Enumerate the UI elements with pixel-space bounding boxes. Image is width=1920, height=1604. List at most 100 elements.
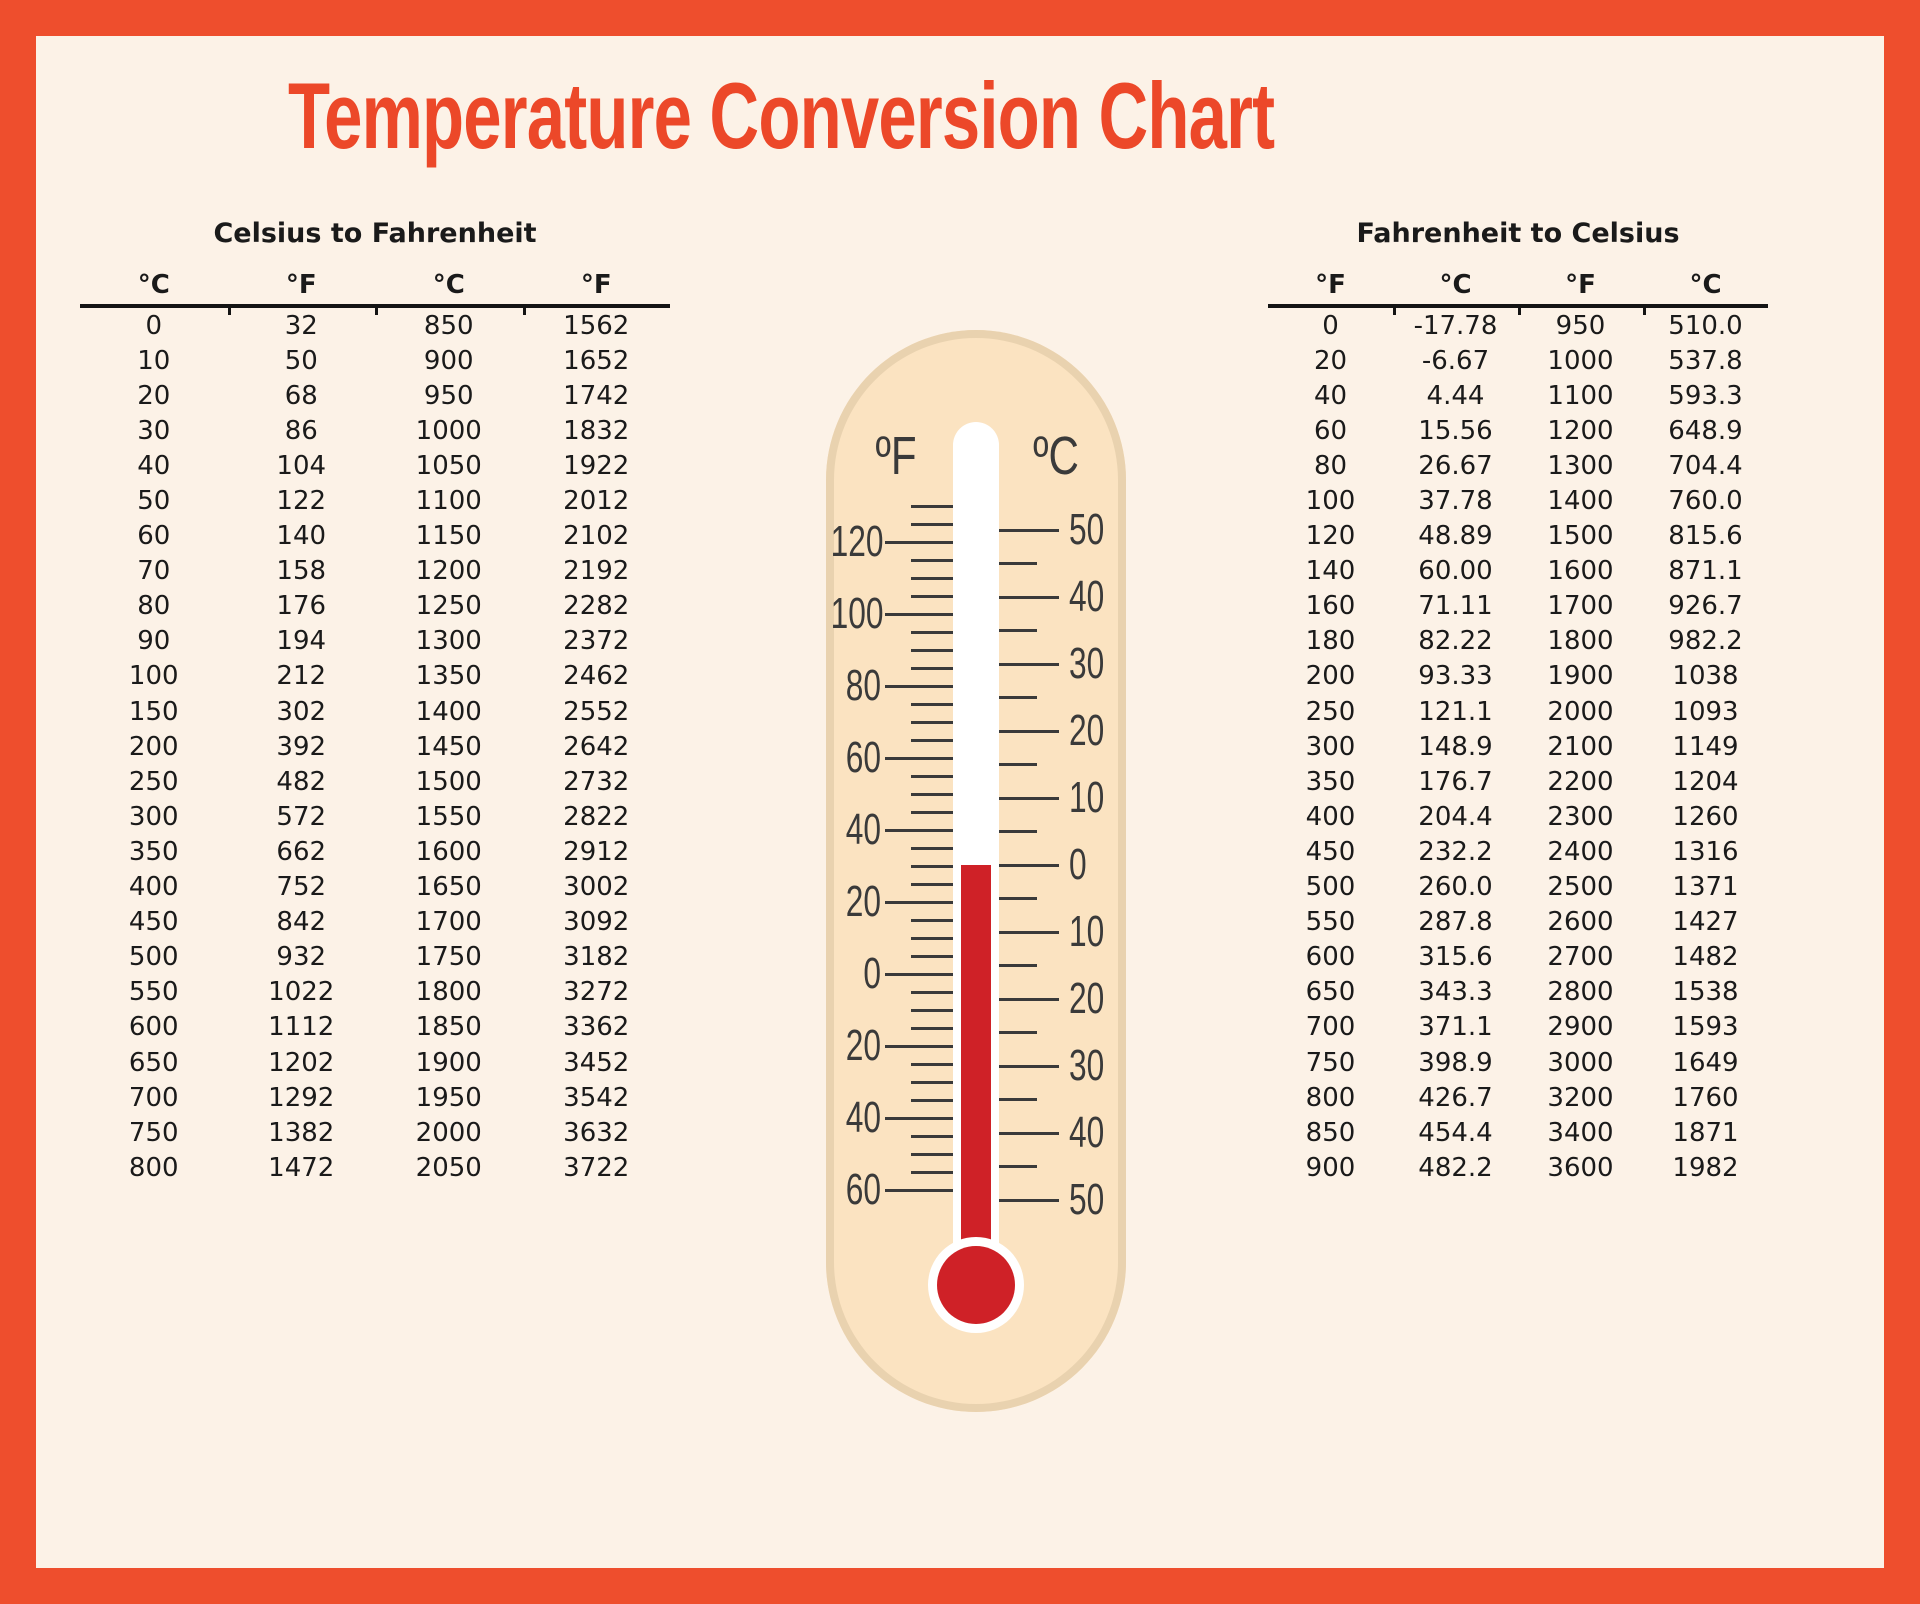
table-cell: 1871 xyxy=(1672,1117,1739,1148)
table-cell: 482 xyxy=(276,766,327,797)
table-cell: 850 xyxy=(1305,1117,1356,1148)
table-row: 350 662 1600 2912 xyxy=(80,834,670,869)
table-cell: 350 xyxy=(1305,766,1356,797)
table-cell: 3542 xyxy=(563,1082,630,1113)
table-cell: 1900 xyxy=(415,1047,482,1078)
table-row: 100 212 1350 2462 xyxy=(80,659,670,694)
right-table-title: Fahrenheit to Celsius xyxy=(1356,218,1680,249)
table-cell: 48.89 xyxy=(1418,521,1493,552)
table-cell: 1562 xyxy=(563,310,630,341)
table-row: 10 50 900 1652 xyxy=(80,343,670,378)
c-major-tick xyxy=(999,528,1059,532)
f-minor-tick xyxy=(911,720,953,724)
table-cell: 20 xyxy=(137,380,171,411)
f-major-tick xyxy=(885,1044,953,1048)
table-cell: 1900 xyxy=(1547,661,1614,692)
table-cell: 800 xyxy=(1305,1082,1356,1113)
table-cell: 2050 xyxy=(415,1152,482,1183)
table-cell: 1538 xyxy=(1672,977,1739,1008)
f-scale-label: 80 xyxy=(845,661,881,710)
thermometer-bulb xyxy=(937,1246,1015,1324)
table-cell: 140 xyxy=(1305,556,1356,587)
c-scale-label: 20 xyxy=(1069,974,1105,1023)
c-scale-label: 50 xyxy=(1069,1175,1105,1224)
table-row: 180 82.22 1800 982.2 xyxy=(1268,624,1768,659)
table-cell: 1800 xyxy=(415,977,482,1008)
c-major-tick xyxy=(999,1131,1059,1135)
table-cell: 37.78 xyxy=(1418,486,1493,517)
table-row: 70 158 1200 2192 xyxy=(80,554,670,589)
table-cell: 760.0 xyxy=(1668,486,1743,517)
f-minor-tick xyxy=(911,594,953,598)
table-cell: 3362 xyxy=(563,1012,630,1043)
f-major-tick xyxy=(885,540,953,544)
table-cell: 148.9 xyxy=(1418,731,1493,762)
table-cell: 3400 xyxy=(1547,1117,1614,1148)
table-cell: 950 xyxy=(1555,310,1606,341)
table-cell: 3092 xyxy=(563,907,630,938)
table-cell: 90 xyxy=(137,626,171,657)
f-minor-tick xyxy=(911,954,953,958)
right-table-header-f2: °F xyxy=(1565,270,1596,300)
c-major-tick xyxy=(999,595,1059,599)
f-minor-tick xyxy=(911,1098,953,1102)
table-cell: 2642 xyxy=(563,731,630,762)
table-cell: 1100 xyxy=(415,486,482,517)
f-major-tick xyxy=(885,828,953,832)
table-cell: 2000 xyxy=(1547,696,1614,727)
table-cell: 2372 xyxy=(563,626,630,657)
f-scale-label: 0 xyxy=(863,949,881,998)
table-row: 450 232.2 2400 1316 xyxy=(1268,834,1768,869)
f-scale-label: 20 xyxy=(845,1021,881,1070)
table-cell: 2912 xyxy=(563,836,630,867)
table-cell: 200 xyxy=(128,731,179,762)
table-cell: 2500 xyxy=(1547,872,1614,903)
table-cell: 2552 xyxy=(563,696,630,727)
table-cell: 232.2 xyxy=(1418,836,1493,867)
table-cell: 315.6 xyxy=(1418,942,1493,973)
table-cell: 60 xyxy=(1313,415,1348,446)
table-cell: 204.4 xyxy=(1418,801,1493,832)
f-scale-label: 60 xyxy=(845,733,881,782)
table-cell: 454.4 xyxy=(1418,1117,1493,1148)
table-cell: 3002 xyxy=(563,872,630,903)
table-cell: 0 xyxy=(145,310,163,341)
table-cell: 1832 xyxy=(563,415,630,446)
table-cell: 250 xyxy=(128,766,179,797)
table-cell: 1482 xyxy=(1672,942,1739,973)
table-row: 80 26.67 1300 704.4 xyxy=(1268,448,1768,483)
table-cell: 287.8 xyxy=(1418,907,1493,938)
table-cell: 1022 xyxy=(268,977,335,1008)
table-cell: 1600 xyxy=(1547,556,1614,587)
table-row: 800 1472 2050 3722 xyxy=(80,1150,670,1185)
c-major-tick xyxy=(999,863,1059,867)
table-cell: 1800 xyxy=(1547,626,1614,657)
table-cell: 2282 xyxy=(563,591,630,622)
f-minor-tick xyxy=(911,738,953,742)
f-major-tick xyxy=(885,900,953,904)
table-cell: 2732 xyxy=(563,766,630,797)
table-row: 100 37.78 1400 760.0 xyxy=(1268,483,1768,518)
table-cell: 150 xyxy=(128,696,179,727)
table-cell: 250 xyxy=(1305,696,1356,727)
table-row: 40 104 1050 1922 xyxy=(80,448,670,483)
f-minor-tick xyxy=(911,846,953,850)
table-cell: 2012 xyxy=(563,486,630,517)
table-cell: 1371 xyxy=(1672,872,1739,903)
table-cell: 3452 xyxy=(563,1047,630,1078)
table-cell: 2102 xyxy=(563,521,630,552)
table-cell: 400 xyxy=(1305,801,1356,832)
celsius-unit-label: ºC xyxy=(1033,426,1079,486)
table-cell: 60 xyxy=(137,521,171,552)
table-row: 600 315.6 2700 1482 xyxy=(1268,940,1768,975)
table-cell: 1742 xyxy=(563,380,630,411)
table-cell: 1050 xyxy=(415,450,482,481)
f-minor-tick xyxy=(911,558,953,562)
page-title: Temperature Conversion Chart xyxy=(288,63,1275,169)
table-row: 500 932 1750 3182 xyxy=(80,940,670,975)
table-cell: 900 xyxy=(423,345,474,376)
table-row: 550 287.8 2600 1427 xyxy=(1268,905,1768,940)
f-scale-label: 40 xyxy=(845,1093,881,1142)
f-scale-label: 60 xyxy=(845,1165,881,1214)
